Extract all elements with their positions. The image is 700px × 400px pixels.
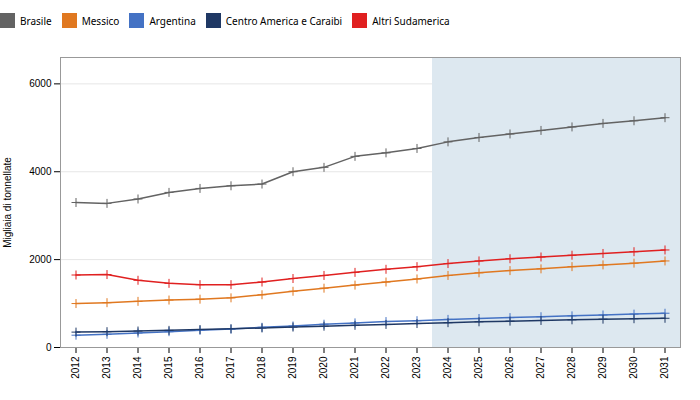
html-text:Messico: Messico [81,13,120,28]
svg-text:4000: 4000 [29,166,52,177]
svg-text:0: 0 [46,342,52,353]
svg-text:6000: 6000 [29,78,52,89]
svg-text:2019: 2019 [287,356,298,379]
svg-text:2023: 2023 [411,356,422,379]
svg-text:2017: 2017 [225,356,236,379]
svg-text:2012: 2012 [70,356,81,379]
svg-text:2016: 2016 [194,356,205,379]
svg-text:2014: 2014 [132,356,143,379]
html-text:Argentina: Argentina [149,13,196,28]
svg-text:2020: 2020 [318,356,329,379]
svg-text:2021: 2021 [349,356,360,379]
svg-text:Migliaia di tonnellate: Migliaia di tonnellate [2,157,13,248]
svg-text:2025: 2025 [473,356,484,379]
svg-text:2000: 2000 [29,254,52,265]
svg-text:2027: 2027 [535,356,546,379]
svg-text:2028: 2028 [566,356,577,379]
svg-text:2031: 2031 [659,356,670,379]
svg-text:2024: 2024 [442,356,453,379]
html-text:Altri Sudamerica: Altri Sudamerica [372,13,450,28]
html-text:Brasile: Brasile [20,13,52,28]
svg-text:2018: 2018 [256,356,267,379]
svg-text:2030: 2030 [628,356,639,379]
svg-text:2022: 2022 [380,356,391,379]
svg-text:2013: 2013 [101,356,112,379]
svg-text:2026: 2026 [504,356,515,379]
svg-text:2029: 2029 [597,356,608,379]
svg-text:2015: 2015 [163,356,174,379]
html-text:Centro America e Caraibi: Centro America e Caraibi [225,13,343,28]
